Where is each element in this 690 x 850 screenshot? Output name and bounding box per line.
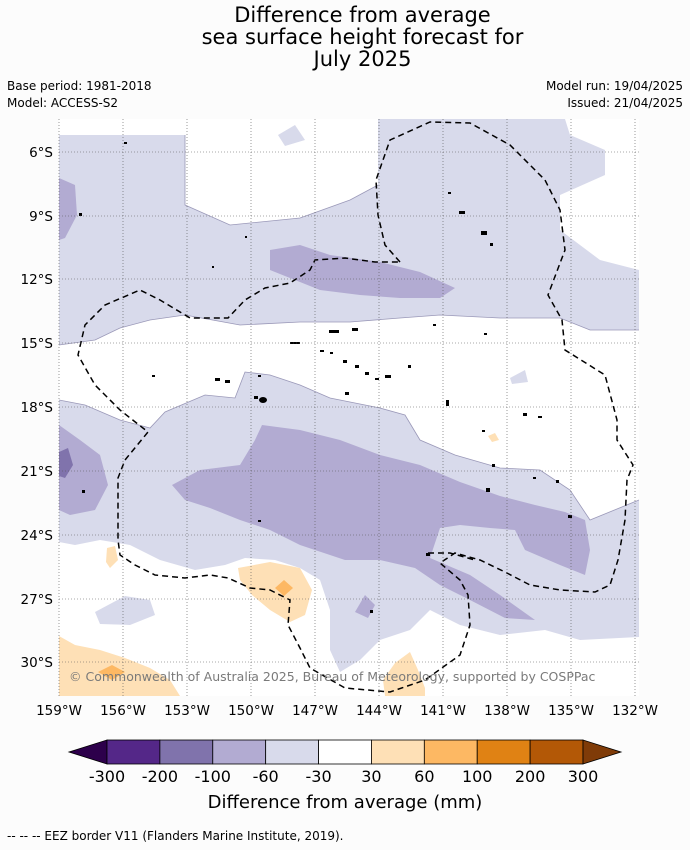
colorbar-tick-label: 300 bbox=[568, 767, 599, 786]
colorbar-segment bbox=[106, 739, 161, 765]
colorbar-segment bbox=[212, 739, 267, 765]
anomaly-zone-medium bbox=[59, 178, 590, 620]
colorbar bbox=[67, 739, 623, 765]
anomaly-zone-light-orange bbox=[59, 433, 499, 696]
anomaly-zone-dark bbox=[59, 448, 73, 478]
colorbar-segment bbox=[318, 739, 372, 765]
contour-lines bbox=[59, 135, 639, 521]
colorbar-tick-label: -100 bbox=[195, 767, 231, 786]
lat-label: 12°S bbox=[21, 272, 54, 288]
colorbar-segment bbox=[159, 739, 214, 765]
lon-label: 144°W bbox=[356, 703, 402, 719]
copyright-notice: © Commonwealth of Australia 2025, Bureau… bbox=[69, 669, 595, 684]
longitude-labels: 159°W 156°W 153°W 150°W 147°W 144°W 141°… bbox=[36, 703, 658, 719]
lat-label: 6°S bbox=[29, 145, 53, 161]
lon-label: 153°W bbox=[164, 703, 210, 719]
issued-date: Issued: 21/04/2025 bbox=[567, 96, 683, 110]
colorbar-tick-label: -200 bbox=[142, 767, 178, 786]
colorbar-tick-label: 200 bbox=[515, 767, 546, 786]
colorbar-tick-label: -300 bbox=[89, 767, 125, 786]
anomaly-zone-orange bbox=[98, 580, 293, 680]
colorbar-segment bbox=[265, 739, 319, 765]
lon-label: 147°W bbox=[292, 703, 338, 719]
colorbar-tick-label: 60 bbox=[414, 767, 434, 786]
title-line-3: July 2025 bbox=[313, 47, 412, 71]
lat-label: 27°S bbox=[21, 592, 54, 608]
colorbar-segment bbox=[423, 739, 478, 765]
colorbar-tick-label: -60 bbox=[253, 767, 279, 786]
lon-label: 141°W bbox=[420, 703, 466, 719]
latitude-labels: 6°S 9°S 12°S 15°S 18°S 21°S 24°S 27°S 30… bbox=[21, 145, 54, 671]
meta-left: Base period: 1981-2018 Model: ACCESS-S2 bbox=[7, 78, 152, 112]
lat-label: 9°S bbox=[29, 209, 53, 225]
gridlines bbox=[58, 119, 639, 696]
lat-label: 18°S bbox=[21, 400, 54, 416]
base-period: Base period: 1981-2018 bbox=[7, 79, 152, 93]
lon-label: 150°W bbox=[228, 703, 274, 719]
colorbar-tick-label: 100 bbox=[462, 767, 493, 786]
map-title: Difference from average sea surface heig… bbox=[0, 4, 690, 70]
lon-label: 138°W bbox=[484, 703, 530, 719]
lon-label: 156°W bbox=[100, 703, 146, 719]
colorbar-segment bbox=[529, 739, 584, 765]
lon-label: 135°W bbox=[548, 703, 594, 719]
model-name: Model: ACCESS-S2 bbox=[7, 96, 119, 110]
eez-legend: -- -- -- EEZ border V11 (Flanders Marine… bbox=[7, 829, 344, 843]
lat-label: 30°S bbox=[21, 655, 54, 671]
lon-label: 132°W bbox=[612, 703, 658, 719]
title-line-2: sea surface height forecast for bbox=[201, 25, 524, 49]
model-run: Model run: 19/04/2025 bbox=[545, 79, 683, 93]
eez-borders bbox=[77, 121, 634, 693]
colorbar-tick-label: -30 bbox=[305, 767, 331, 786]
colorbar-segment bbox=[371, 739, 425, 765]
lat-label: 15°S bbox=[21, 336, 54, 352]
colorbar-extend-low bbox=[67, 739, 108, 765]
colorbar-ticks: -300 -200 -100 -60 -30 30 60 100 200 300 bbox=[89, 767, 598, 786]
islands bbox=[79, 142, 572, 613]
lat-label: 24°S bbox=[21, 528, 54, 544]
colorbar-title: Difference from average (mm) bbox=[207, 792, 483, 813]
colorbar-tick-label: 30 bbox=[361, 767, 381, 786]
meta-right: Model run: 19/04/2025 Issued: 21/04/2025 bbox=[546, 78, 683, 112]
lat-label: 21°S bbox=[21, 464, 54, 480]
lon-label: 159°W bbox=[36, 703, 82, 719]
title-line-1: Difference from average bbox=[234, 3, 491, 27]
map-area bbox=[59, 119, 639, 696]
colorbar-extend-high bbox=[582, 739, 623, 765]
colorbar-segment bbox=[476, 739, 531, 765]
